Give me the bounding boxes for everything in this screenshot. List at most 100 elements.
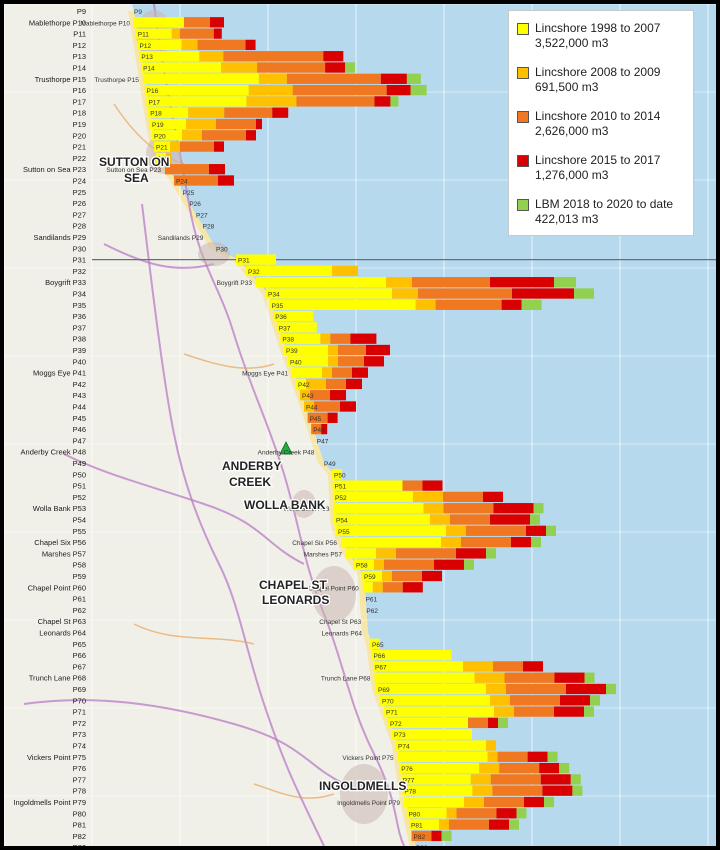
map-profile-label: P21: [156, 145, 168, 152]
bar-P15-series-2: [258, 73, 287, 84]
bar-P81-series-3: [449, 819, 489, 830]
map-profile-label: Chapel Six P56: [292, 540, 337, 547]
bar-P14-series-1: [141, 62, 222, 73]
bar-P42-series-2: [306, 378, 326, 390]
bar-P23-series-3: [165, 164, 209, 175]
bar-P80-series-1: [406, 808, 447, 819]
bar-P76-series-2: [479, 762, 500, 774]
bar-P78-series-1: [402, 785, 473, 796]
bar-P57-series-3: [396, 548, 456, 559]
bar-P17-series-4: [374, 96, 391, 107]
bar-P79-series-5: [544, 796, 554, 808]
profile-label: P52: [73, 493, 86, 502]
profile-label: P20: [73, 131, 86, 140]
bar-P39-series-2: [328, 344, 338, 356]
bar-P70-series-3: [510, 695, 560, 706]
bar-P55-series-3: [466, 525, 526, 536]
map-profile-label: P35: [272, 303, 284, 310]
map-profile-label: P50: [334, 472, 346, 479]
bar-P52-series-4: [483, 491, 503, 503]
map-profile-label: P9: [134, 9, 142, 16]
bar-P15-series-3: [286, 73, 381, 84]
map-profile-label: P45: [310, 416, 322, 423]
bar-P20-series-2: [182, 130, 202, 141]
bar-P81-series-5: [509, 819, 519, 830]
map-profile-label: P32: [248, 269, 260, 276]
profile-label: P50: [73, 470, 86, 479]
bar-P38-series-4: [350, 333, 377, 344]
legend-series-volume: 3,522,000 m3: [535, 36, 609, 50]
bar-P43-series-2: [300, 390, 310, 401]
bar-P81-series-2: [439, 819, 449, 830]
profile-label: P67: [73, 662, 86, 671]
profile-label: Ingoldmells Point P79: [13, 798, 86, 807]
bar-P80-series-3: [456, 808, 497, 819]
profile-label: P43: [73, 391, 86, 400]
bar-P24-series-3: [174, 175, 218, 186]
chart-frame: P9 P9 Mablethorpe P10 Mablethorpe P10 P11 P11…: [4, 4, 716, 846]
bar-P14-series-2: [221, 62, 258, 73]
bar-P20-series-1: [152, 130, 182, 141]
town-area: [312, 566, 356, 622]
bar-P80-series-4: [496, 808, 517, 819]
bar-P56-series-2: [441, 536, 461, 548]
bar-P39-series-3: [338, 344, 366, 356]
bar-P32-series-2: [332, 265, 358, 277]
map-profile-label: P71: [386, 710, 398, 717]
bar-P21-series-2: [170, 141, 180, 152]
profile-label: P71: [73, 708, 86, 717]
road-line: [183, 353, 275, 369]
bar-P14-series-4: [325, 62, 346, 73]
bar-P71-series-5: [584, 706, 594, 717]
profile-label: Chapel St P63: [38, 617, 86, 626]
bar-P18-series-1: [148, 107, 189, 118]
bar-P73-series-1: [392, 729, 472, 740]
bar-P72-series-4: [488, 717, 498, 729]
map-profile-label: P69: [378, 687, 390, 694]
bar-P38-series-3: [330, 333, 351, 344]
bar-P78-series-5: [572, 785, 583, 796]
map-profile-label: P12: [140, 43, 152, 50]
town-area: [292, 490, 316, 518]
map-profile-label: P11: [138, 32, 149, 39]
profile-label: P34: [73, 290, 86, 299]
legend-series-volume: 422,013 m3: [535, 212, 599, 226]
bar-P77-series-1: [400, 774, 471, 785]
road-line: [141, 203, 325, 846]
profile-label: P36: [73, 312, 86, 321]
map-profile-label: P83: [416, 845, 428, 846]
profile-label: P58: [73, 561, 86, 570]
bar-P56-series-3: [461, 536, 511, 548]
bar-P69-series-1: [376, 683, 486, 695]
bar-P78-series-3: [492, 785, 543, 796]
profile-label: P39: [73, 346, 86, 355]
map-profile-label: Leonards P64: [322, 631, 363, 638]
map-profile-label: P72: [390, 721, 402, 728]
profile-label: P46: [73, 425, 86, 434]
bar-P82-series-5: [441, 830, 452, 842]
bar-P50-series-1: [332, 469, 342, 480]
place-label: INGOLDMELLS: [318, 778, 408, 795]
bar-P15-series-5: [406, 73, 421, 84]
bar-P58-series-4: [434, 559, 464, 570]
bar-P45-series-3: [307, 412, 328, 423]
map-profile-label: P47: [317, 438, 329, 445]
bar-P59-series-2: [382, 570, 392, 582]
bar-P38-series-2: [320, 333, 331, 344]
bar-P57-series-5: [486, 548, 496, 559]
map-profile-label: P17: [148, 99, 160, 106]
map-profile-label: P76: [401, 766, 413, 773]
bar-P14-series-5: [345, 62, 356, 73]
bar-P58-series-2: [374, 559, 384, 570]
bar-P56-series-5: [531, 536, 541, 548]
map-profile-label: P40: [290, 359, 302, 366]
bar-P18-series-3: [224, 107, 273, 118]
place-label-line: INGOLDMELLS: [319, 779, 406, 793]
profile-label: P24: [73, 177, 86, 186]
profile-label: Wolla Bank P53: [33, 504, 86, 513]
profile-label: P25: [73, 188, 86, 197]
bar-P54-series-5: [530, 514, 540, 525]
bar-P65-series-1: [370, 638, 380, 649]
bar-P70-series-1: [380, 695, 490, 706]
town-area: [340, 764, 388, 824]
